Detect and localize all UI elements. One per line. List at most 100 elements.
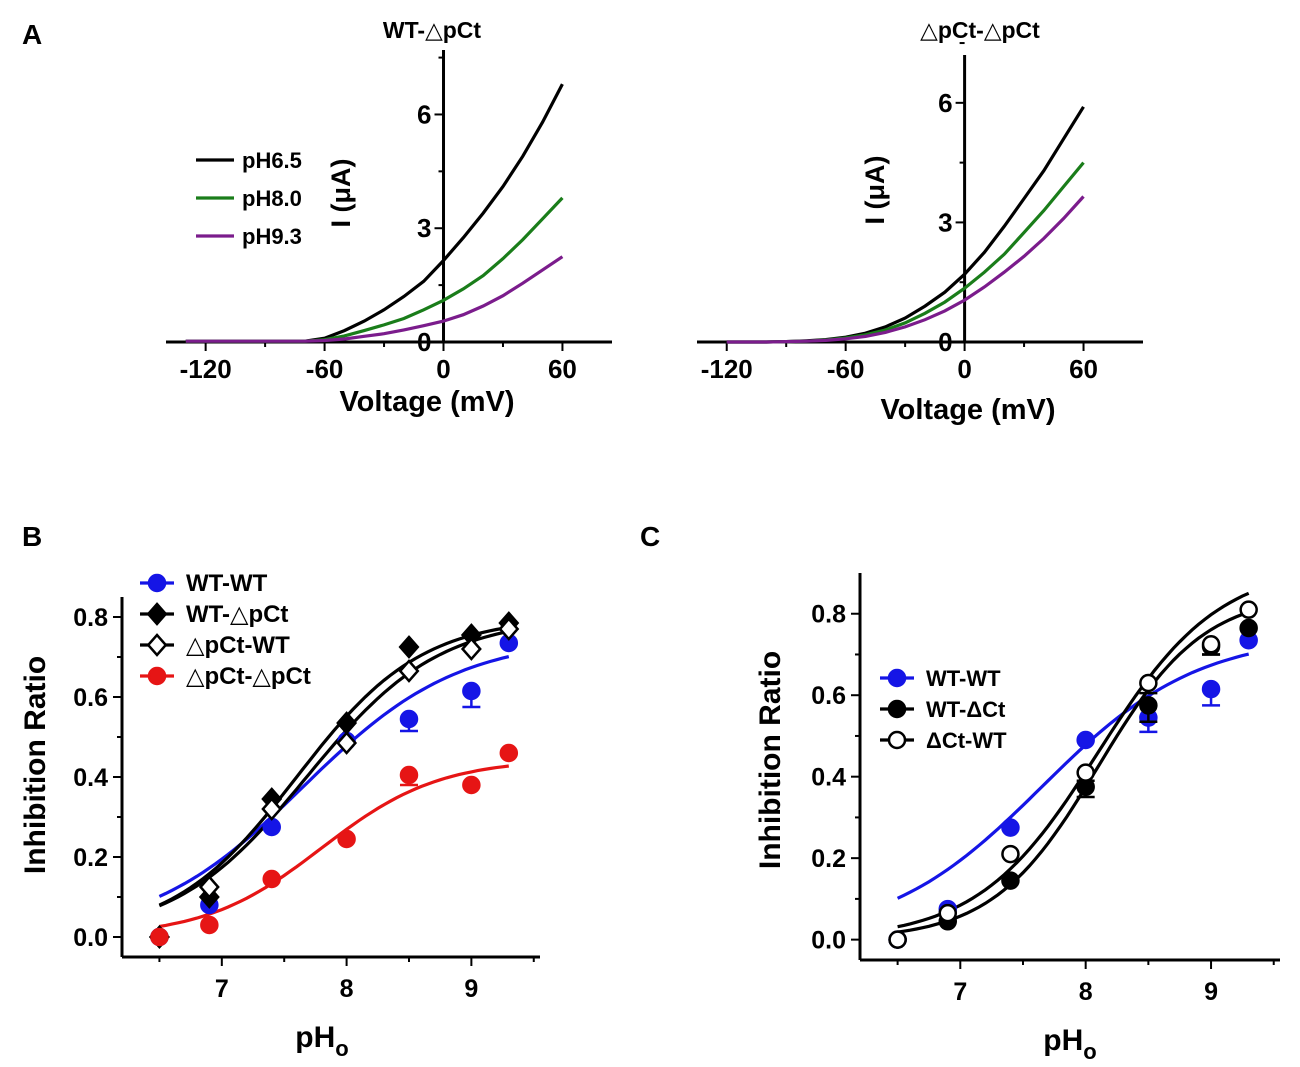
x-tick-label: 9 <box>1204 978 1218 1006</box>
data-point-ct-wt <box>1239 600 1258 619</box>
fit-curve-pct-pct <box>159 764 510 929</box>
panel-label-a: A <box>22 19 42 50</box>
y-tick-label: 0.0 <box>811 927 846 955</box>
fit-curve-wt-ct <box>897 610 1250 934</box>
data-point-wt-wt <box>262 817 281 837</box>
data-point-pct-pct <box>147 666 167 686</box>
x-tick-label: -120 <box>701 354 753 384</box>
data-point-pct-pct <box>200 915 219 935</box>
x-axis-label: Voltage (mV) <box>339 386 514 418</box>
x-tick-label: 8 <box>340 975 354 1003</box>
data-point-wt-wt <box>1001 818 1020 837</box>
data-point-pct-wt <box>336 731 358 755</box>
legend-label-ph9-3: pH9.3 <box>242 224 302 249</box>
y-tick-label: 0 <box>938 327 952 357</box>
data-point-pct-wt <box>460 637 482 661</box>
data-point-pct-pct <box>337 829 356 849</box>
data-point-ct-wt <box>1001 844 1020 864</box>
data-point-pct-wt <box>498 617 520 641</box>
legend-label-ph6-5: pH6.5 <box>242 148 302 173</box>
x-tick-label: -60 <box>827 354 865 384</box>
legend-label-ct-wt: ΔCt-WT <box>926 728 1007 753</box>
legend-label-pct-pct: △pCt-△pCt <box>186 663 311 690</box>
chart-b-inhibition: 7 8 9 0.0 0.2 0.4 0.6 0.8 pHo Inhibition Ratio WT-… <box>19 570 540 1061</box>
curve-ph9-3 <box>726 195 1085 344</box>
x-tick-label: 7 <box>953 978 967 1006</box>
data-point-pct-pct <box>262 869 281 889</box>
legend-label-wt-wt: WT-WT <box>186 570 268 597</box>
fit-curve-wt-pct <box>158 625 510 907</box>
data-point-ct-wt <box>1201 635 1221 654</box>
data-point-wt-wt <box>887 668 907 688</box>
fit-curve-wt-wt <box>158 655 510 898</box>
y-axis-label: I (μA) <box>860 155 890 224</box>
data-point-wt-wt <box>147 573 167 593</box>
data-point-wt-pct <box>336 711 358 735</box>
data-point-wt-wt <box>399 709 419 729</box>
y-axis-label: Inhibition Ratio <box>754 651 787 869</box>
data-point-pct-wt <box>146 633 168 657</box>
data-point-ct-wt <box>888 930 907 949</box>
legend-label-wt-ct: WT-ΔCt <box>926 697 1006 722</box>
data-point-wt-pct <box>146 602 168 626</box>
chart-a2-dpct-dpct: -120 -60 0 60 0 3 6 △pCt-△pCt Voltage (mV) I (μA) <box>697 17 1143 426</box>
y-axis-label: Inhibition Ratio <box>19 656 52 874</box>
data-point-wt-ct <box>1139 696 1158 715</box>
chart-a1-wt-dpct: -120 -60 0 60 0 3 6 WT-△pCt Voltage (mV) I (μA) pH… <box>166 17 612 418</box>
fit-curve-ct-wt <box>897 591 1250 929</box>
y-tick-label: 0.2 <box>73 844 108 872</box>
x-tick-label: 0 <box>436 354 450 384</box>
curve-ph8-0 <box>185 196 564 343</box>
y-tick-label: 0 <box>417 327 431 357</box>
chart-title: WT-△pCt <box>383 17 481 43</box>
data-point-pct-pct <box>150 927 169 947</box>
fit-curve-wt-wt <box>896 652 1250 900</box>
curve-ph9-3 <box>185 255 564 343</box>
y-tick-label: 0.2 <box>811 845 846 873</box>
y-tick-label: 3 <box>938 207 952 237</box>
x-tick-label: 9 <box>464 975 478 1003</box>
y-tick-label: 6 <box>938 88 952 118</box>
y-tick-label: 0.6 <box>73 684 108 712</box>
data-point-pct-wt <box>198 875 220 899</box>
data-point-ct-wt <box>1076 763 1095 782</box>
x-tick-label: 7 <box>215 975 229 1003</box>
data-point-pct-wt <box>261 797 283 821</box>
y-axis-label: I (μA) <box>326 158 356 227</box>
data-point-wt-ct <box>887 699 907 719</box>
chart-title: △pCt-△pCt <box>920 17 1040 43</box>
data-point-wt-pct <box>398 635 420 659</box>
y-tick-label: 0.4 <box>811 764 846 792</box>
data-point-wt-wt <box>1201 679 1221 699</box>
data-point-ct-wt <box>887 730 907 750</box>
y-tick-label: 6 <box>417 99 431 129</box>
fit-curve-pct-wt <box>158 629 510 908</box>
data-point-wt-ct <box>1001 871 1020 890</box>
data-point-wt-wt <box>1076 730 1095 750</box>
curve-ph6-5 <box>185 83 564 343</box>
data-point-ct-wt <box>938 903 958 923</box>
panel-label-c: C <box>640 521 660 552</box>
data-point-pct-wt <box>398 659 420 683</box>
x-tick-label: 60 <box>1069 354 1098 384</box>
data-point-pct-pct <box>499 743 519 763</box>
legend-label-wt-pct: WT-△pCt <box>186 601 288 628</box>
legend-label-pct-wt: △pCt-WT <box>186 632 290 659</box>
x-axis-label: pHo <box>1043 1024 1096 1064</box>
y-tick-label: 0.4 <box>73 764 108 792</box>
x-tick-label: -120 <box>180 354 232 384</box>
data-point-wt-wt <box>462 681 481 701</box>
legend-label-wt-wt: WT-WT <box>926 666 1001 691</box>
x-tick-label: 8 <box>1079 978 1093 1006</box>
x-tick-label: 0 <box>957 354 971 384</box>
y-tick-label: 0.6 <box>811 682 846 710</box>
x-tick-label: -60 <box>306 354 344 384</box>
y-tick-label: 0.8 <box>73 604 108 632</box>
data-point-pct-pct <box>399 765 419 785</box>
y-tick-label: 0.0 <box>73 924 108 952</box>
data-point-pct-pct <box>462 775 481 795</box>
x-tick-label: 60 <box>548 354 577 384</box>
data-point-wt-ct <box>1239 618 1258 638</box>
y-tick-label: 0.8 <box>811 601 846 629</box>
